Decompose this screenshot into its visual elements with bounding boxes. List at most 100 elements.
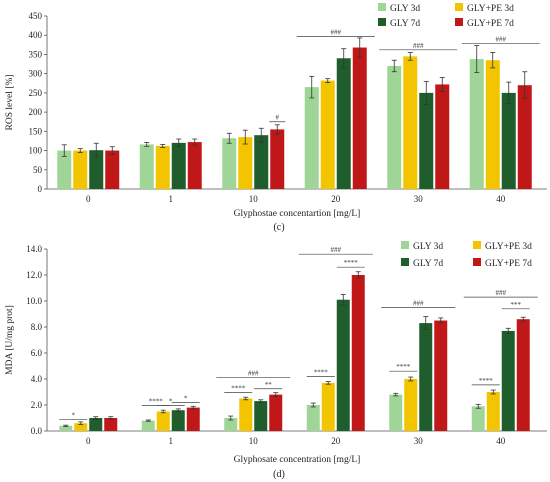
significance-label-c-1: ### bbox=[331, 28, 342, 36]
x-axis-label-d: Glyphosate concentration [mg/L] bbox=[234, 455, 361, 465]
bar-c-s3-c0 bbox=[105, 150, 120, 189]
bar-c-s0-c5 bbox=[469, 59, 484, 190]
x-axis-label-c: Glyphostae concentartion [mg/L] bbox=[234, 209, 361, 219]
x-tick-label-d-2: 10 bbox=[249, 436, 259, 446]
significance-label-d-12: **** bbox=[479, 377, 494, 385]
bar-c-s2-c3 bbox=[336, 58, 351, 190]
x-tick-label-c-5: 40 bbox=[496, 194, 506, 204]
bar-d-s3-c1 bbox=[186, 407, 200, 431]
bar-c-s3-c4 bbox=[435, 84, 450, 189]
bar-d-s3-c4 bbox=[434, 320, 448, 431]
significance-label-c-2: ### bbox=[413, 42, 424, 50]
legend-swatch-c-0 bbox=[378, 3, 386, 11]
y-tick-label-d-1: 2.0 bbox=[31, 400, 43, 410]
y-tick-label-c-7: 350 bbox=[29, 49, 43, 59]
panel-label-d: (d) bbox=[273, 469, 285, 480]
bar-c-s2-c2 bbox=[254, 135, 269, 189]
significance-label-d-8: **** bbox=[344, 259, 359, 267]
legend-label-d-1: GLY+PE 3d bbox=[485, 242, 532, 252]
x-tick-label-d-4: 30 bbox=[414, 436, 424, 446]
bar-c-s2-c1 bbox=[171, 142, 186, 189]
legend-swatch-d-1 bbox=[473, 241, 481, 249]
bar-c-s1-c2 bbox=[238, 137, 253, 189]
x-tick-label-c-1: 1 bbox=[169, 194, 174, 204]
significance-label-d-3: * bbox=[184, 394, 188, 402]
bar-c-s0-c1 bbox=[139, 144, 154, 189]
bar-d-s3-c3 bbox=[351, 275, 365, 431]
y-tick-label-d-3: 6.0 bbox=[31, 348, 43, 358]
legend-label-c-2: GLY 7d bbox=[390, 19, 420, 29]
significance-label-d-6: ### bbox=[248, 370, 259, 378]
significance-label-d-4: **** bbox=[231, 385, 246, 393]
significance-label-d-10: **** bbox=[396, 363, 411, 371]
bar-d-s3-c0 bbox=[104, 418, 118, 431]
x-tick-label-d-3: 20 bbox=[331, 436, 341, 446]
y-tick-label-d-6: 12.0 bbox=[26, 270, 42, 280]
significance-label-d-11: ### bbox=[413, 300, 424, 308]
y-tick-label-d-2: 4.0 bbox=[31, 374, 43, 384]
y-tick-label-c-9: 450 bbox=[29, 11, 43, 21]
bar-c-s0-c2 bbox=[222, 138, 237, 189]
bar-d-s2-c4 bbox=[419, 323, 433, 431]
y-tick-label-d-4: 8.0 bbox=[31, 322, 43, 332]
bar-d-s0-c1 bbox=[141, 420, 155, 431]
legend-label-c-3: GLY+PE 7d bbox=[467, 19, 514, 29]
significance-label-d-14: ### bbox=[496, 289, 507, 297]
significance-label-d-0: * bbox=[72, 411, 76, 419]
bar-c-s3-c3 bbox=[352, 47, 367, 189]
bar-d-s1-c2 bbox=[239, 398, 253, 431]
legend-label-c-1: GLY+PE 3d bbox=[467, 4, 514, 14]
bar-d-s0-c3 bbox=[306, 405, 320, 431]
significance-label-c-0: # bbox=[276, 114, 280, 122]
x-tick-label-c-0: 0 bbox=[86, 194, 91, 204]
bar-c-s1-c1 bbox=[155, 145, 170, 189]
significance-label-d-7: **** bbox=[314, 368, 329, 376]
bar-d-s1-c0 bbox=[74, 423, 88, 431]
bar-c-s0-c4 bbox=[387, 65, 402, 189]
bar-c-s1-c0 bbox=[73, 150, 88, 189]
legend-label-c-0: GLY 3d bbox=[390, 4, 420, 14]
y-tick-label-c-6: 300 bbox=[29, 69, 43, 79]
y-tick-label-d-7: 14.0 bbox=[26, 244, 42, 254]
y-tick-label-c-3: 150 bbox=[29, 126, 43, 136]
x-tick-label-d-0: 0 bbox=[86, 436, 91, 446]
y-tick-label-d-5: 10.0 bbox=[26, 296, 42, 306]
bar-c-s0-c3 bbox=[304, 87, 319, 189]
significance-label-d-5: ** bbox=[265, 381, 273, 389]
bar-c-s3-c1 bbox=[187, 142, 202, 189]
y-tick-label-c-8: 400 bbox=[29, 30, 43, 40]
bar-d-s3-c5 bbox=[516, 319, 530, 431]
panel-label-c: (c) bbox=[273, 222, 284, 233]
bar-d-s2-c0 bbox=[89, 418, 103, 431]
bar-d-s1-c3 bbox=[321, 382, 335, 431]
y-tick-label-c-4: 200 bbox=[29, 107, 43, 117]
bar-d-s3-c2 bbox=[269, 394, 283, 431]
significance-label-d-13: *** bbox=[511, 301, 522, 309]
legend-swatch-c-2 bbox=[378, 18, 386, 26]
bar-d-s2-c2 bbox=[254, 401, 268, 431]
bar-c-s2-c0 bbox=[89, 150, 104, 189]
significance-label-d-1: **** bbox=[149, 398, 164, 406]
y-axis-label-d: MDA [U/mg prot] bbox=[5, 305, 15, 375]
bar-d-s2-c3 bbox=[336, 299, 350, 431]
x-tick-label-c-3: 20 bbox=[331, 194, 341, 204]
bar-c-s0-c0 bbox=[57, 150, 72, 189]
x-tick-label-c-4: 30 bbox=[414, 194, 424, 204]
y-axis-label-c: ROS level [%] bbox=[5, 75, 15, 131]
bar-d-s0-c5 bbox=[471, 406, 485, 431]
y-tick-label-c-0: 0 bbox=[38, 184, 43, 194]
x-tick-label-d-1: 1 bbox=[169, 436, 174, 446]
legend-label-d-3: GLY+PE 7d bbox=[485, 259, 532, 269]
legend-swatch-d-3 bbox=[473, 258, 481, 266]
bar-c-s3-c2 bbox=[270, 129, 285, 189]
bar-d-s0-c0 bbox=[59, 425, 73, 431]
y-tick-label-c-5: 250 bbox=[29, 88, 43, 98]
bar-d-s2-c1 bbox=[171, 410, 185, 431]
legend-swatch-d-0 bbox=[401, 241, 409, 249]
bar-d-s1-c5 bbox=[486, 392, 500, 431]
bar-d-s0-c4 bbox=[389, 394, 403, 431]
x-tick-label-d-5: 40 bbox=[496, 436, 506, 446]
bar-d-s1-c4 bbox=[404, 379, 418, 431]
legend-label-d-2: GLY 7d bbox=[413, 259, 443, 269]
